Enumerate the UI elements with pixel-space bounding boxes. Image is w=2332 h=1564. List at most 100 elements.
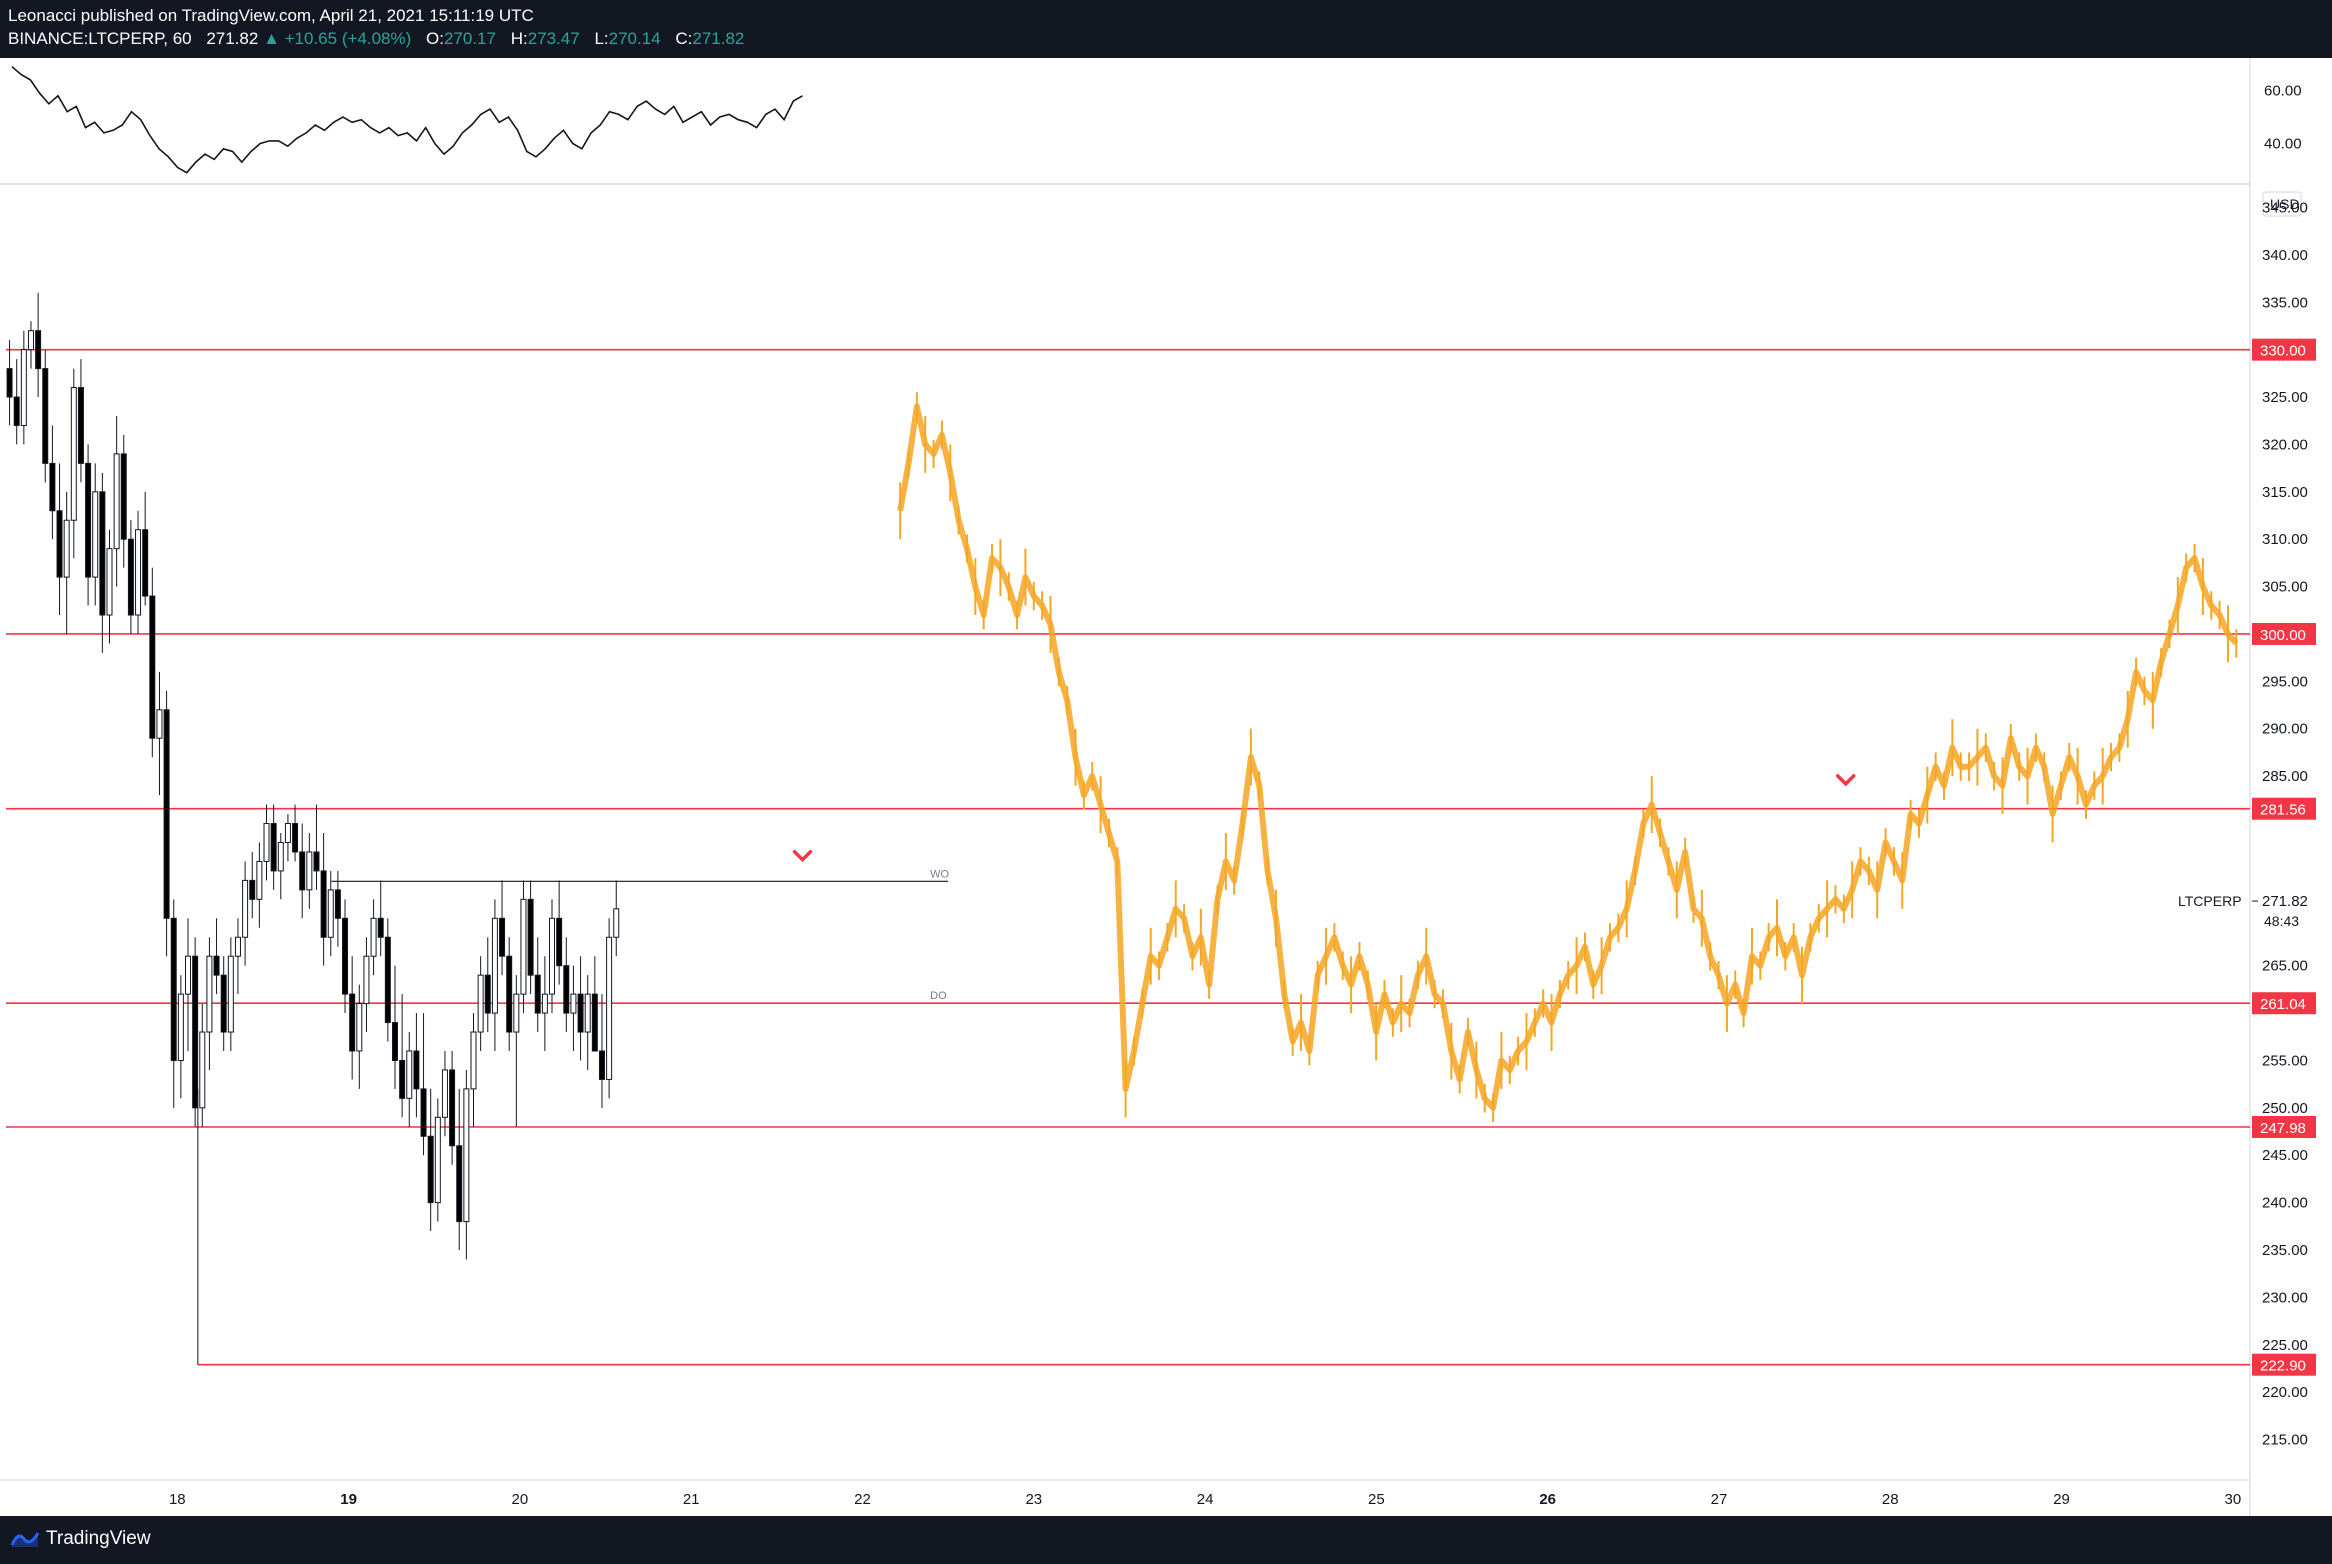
candle-body <box>449 1069 456 1147</box>
candle-body <box>477 974 484 1033</box>
levels-layer: WO DO <box>6 348 2250 1366</box>
candle-body <box>99 491 106 616</box>
candle-body <box>249 879 256 900</box>
candle <box>199 1003 206 1127</box>
oscillator-line <box>11 66 803 174</box>
bar-countdown-label: 48:43 <box>2264 913 2299 929</box>
price-tick-label: 335.00 <box>2262 294 2308 311</box>
date-tick-label: 30 <box>2225 1491 2242 1508</box>
candle <box>556 880 563 985</box>
price-tick-label: 265.00 <box>2262 958 2308 975</box>
date-tick-label: 18 <box>169 1491 186 1508</box>
level-badge-box <box>2252 622 2316 645</box>
candle-body <box>613 908 620 938</box>
candle <box>527 880 534 995</box>
candle-body <box>213 955 220 976</box>
candle-body <box>370 917 377 957</box>
candle-body <box>192 955 199 1109</box>
candle <box>234 918 241 995</box>
candle-body <box>420 1088 427 1137</box>
candle <box>484 937 491 1033</box>
candle <box>135 510 142 634</box>
candle-body <box>406 1050 413 1099</box>
price-tick-label: 215.00 <box>2262 1432 2308 1449</box>
candle <box>99 472 106 653</box>
high-value: 273.47 <box>527 29 580 48</box>
candle <box>142 491 149 606</box>
candle <box>449 1050 456 1165</box>
candle-body <box>334 889 341 919</box>
candle-body <box>427 1135 434 1204</box>
candle <box>470 1013 477 1127</box>
level-price-badge: 247.98 <box>2252 1115 2316 1138</box>
low-label: L: <box>594 29 609 48</box>
candle <box>263 804 270 881</box>
level-badge-text: 222.90 <box>2260 1358 2306 1375</box>
candle-body <box>491 917 498 1014</box>
level-price-badge: 281.56 <box>2252 797 2316 820</box>
candle <box>570 965 577 1051</box>
candle-body <box>149 595 156 739</box>
current-price-label: 271.82 <box>2262 893 2308 910</box>
candle <box>284 814 291 862</box>
candle-body <box>263 823 270 862</box>
candle <box>463 1069 470 1260</box>
level-badge-box <box>2252 338 2316 361</box>
level-badge-box <box>2252 992 2316 1015</box>
candle <box>384 918 391 1042</box>
price-tick-label: 315.00 <box>2262 484 2308 501</box>
candle-body <box>127 538 134 616</box>
candle <box>277 833 284 900</box>
candle <box>313 804 320 890</box>
candle-body <box>156 709 163 739</box>
symbol-info: BINANCE:LTCPERP, 60 271.82 ▲ +10.65 (+4.… <box>8 29 744 49</box>
candle-body <box>499 917 506 957</box>
price-tick-label: 295.00 <box>2262 673 2308 690</box>
candle-body <box>306 851 313 891</box>
candle-body <box>534 974 541 1014</box>
oscillator-tick-label: 40.00 <box>2264 136 2302 153</box>
level-price-badge: 300.00 <box>2252 622 2316 645</box>
candle <box>106 529 113 644</box>
tradingview-logo[interactable]: TradingView <box>10 1528 151 1550</box>
candle <box>327 870 334 957</box>
annotation-layer <box>792 774 1856 863</box>
candle <box>149 567 156 758</box>
candle <box>549 899 556 1014</box>
price-tick-label: 290.00 <box>2262 721 2308 738</box>
candle <box>591 956 598 1052</box>
candle-body <box>220 974 227 1033</box>
candle-body <box>520 898 527 995</box>
candle-body <box>227 955 234 1033</box>
time-axis[interactable]: 18 19 20 21 22 23 24 25 26 27 28 29 30 <box>169 1491 2241 1508</box>
level-badge-text: 261.04 <box>2260 996 2306 1013</box>
candle-body <box>77 387 84 464</box>
candle <box>306 833 313 909</box>
candle-body <box>313 851 320 872</box>
price-tick-label: 255.00 <box>2262 1052 2308 1069</box>
open-label: O: <box>426 29 444 48</box>
candle-body <box>234 936 241 957</box>
candle <box>342 899 349 1014</box>
candle-body <box>470 1031 477 1090</box>
candle <box>163 690 170 957</box>
candle-body <box>270 823 277 872</box>
candle-body <box>35 330 42 370</box>
close-value: 271.82 <box>692 29 745 48</box>
level-price-badge: 330.00 <box>2252 338 2316 361</box>
current-symbol-label: LTCPERP <box>2178 893 2242 909</box>
candle <box>391 965 398 1089</box>
tradingview-logo-icon <box>10 1532 40 1547</box>
candle-body <box>484 974 491 1014</box>
symbol-label: BINANCE:LTCPERP, 60 <box>8 29 192 48</box>
price-change: ▲ +10.65 (+4.08%) <box>263 29 412 48</box>
candle-body <box>384 936 391 1024</box>
date-tick-label: 26 <box>1539 1491 1556 1508</box>
candle <box>513 975 520 1127</box>
level-badge-box <box>2252 797 2316 820</box>
candle <box>299 823 306 919</box>
candle <box>156 671 163 796</box>
candle-body <box>292 823 299 853</box>
